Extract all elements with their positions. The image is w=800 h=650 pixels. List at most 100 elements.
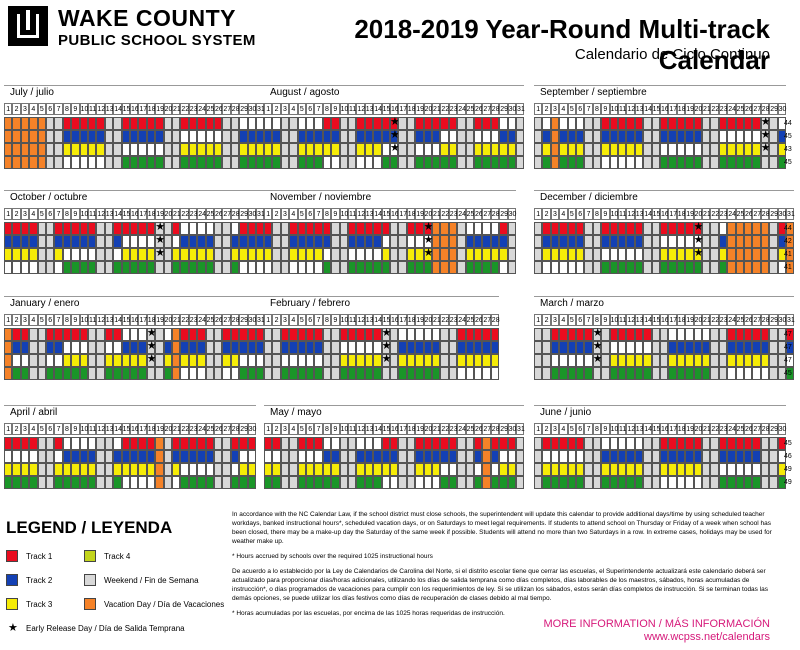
- calendar-day-cell: [398, 156, 407, 169]
- calendar-day-cell: [113, 156, 122, 169]
- calendar-day-cell: [769, 248, 778, 261]
- calendar-day-cell: [373, 341, 382, 354]
- calendar-day-cell: [660, 437, 669, 450]
- calendar-day-cell: [777, 437, 786, 450]
- calendar-day-cell: [331, 463, 340, 476]
- calendar-day-cell: [474, 222, 483, 235]
- calendar-day-cell: [113, 117, 122, 130]
- calendar-day-cell: [364, 261, 374, 274]
- calendar-day-cell: [272, 450, 281, 463]
- calendar-day-cell: [214, 341, 223, 354]
- calendar-day-cell: [710, 463, 719, 476]
- calendar-day-cell: [331, 248, 340, 261]
- calendar-day-cell: [264, 117, 273, 130]
- calendar-day-cell: [718, 463, 728, 476]
- calendar-day-cell: [239, 143, 248, 156]
- calendar-day-cell: [180, 156, 189, 169]
- calendar-day-cell: [718, 117, 728, 130]
- calendar-day-cell: [710, 143, 719, 156]
- calendar-day-cell: [381, 476, 390, 489]
- calendar-day-cell: [62, 367, 72, 380]
- calendar-day-cell: [769, 341, 778, 354]
- calendar-day-cell: [272, 156, 281, 169]
- calendar-day-cell: [482, 130, 491, 143]
- calendar-day-cell: [592, 117, 602, 130]
- calendar-day-cell: [12, 328, 21, 341]
- calendar-day-cell: [550, 248, 560, 261]
- calendar-day-cell: [542, 156, 551, 169]
- calendar-day-cell: [643, 437, 652, 450]
- calendar-day-cell: [490, 222, 500, 235]
- day-number: 17: [138, 103, 147, 115]
- calendar-day-cell: [550, 476, 560, 489]
- calendar-day-cell: [465, 476, 474, 489]
- day-number: 21: [172, 208, 181, 220]
- calendar-day-cell: [88, 130, 97, 143]
- calendar-day-cell: [54, 367, 63, 380]
- calendar-day-cell: [339, 248, 348, 261]
- day-number: 30: [507, 423, 516, 435]
- calendar-day-cell: [155, 261, 164, 274]
- day-number: 4: [29, 208, 38, 220]
- wcpss-logo-icon: [8, 6, 48, 46]
- calendar-day-cell: [37, 117, 46, 130]
- day-number: 31: [516, 103, 525, 115]
- calendar-day-cell: [163, 117, 172, 130]
- day-number: 14: [113, 103, 122, 115]
- calendar-day-cell: [507, 130, 516, 143]
- calendar-day-cell: [415, 463, 424, 476]
- day-number: 10: [339, 208, 348, 220]
- calendar-day-cell: [364, 248, 374, 261]
- day-number: 3: [20, 208, 30, 220]
- calendar-day-cell: [239, 328, 248, 341]
- calendar-day-cell: [584, 476, 593, 489]
- calendar-day-cell: [88, 463, 97, 476]
- calendar-day-cell: [718, 235, 728, 248]
- calendar-day-cell: [364, 341, 374, 354]
- calendar-day-cell: [693, 117, 702, 130]
- calendar-day-cell: [634, 476, 644, 489]
- calendar-day-cell: [180, 341, 189, 354]
- day-number: 15: [381, 423, 390, 435]
- early-release-star-icon: ★: [381, 327, 392, 339]
- calendar-day-cell: [138, 261, 147, 274]
- calendar-day-cell: [289, 156, 298, 169]
- calendar-day-cell: [12, 130, 21, 143]
- early-release-star-icon: ★: [423, 234, 434, 246]
- calendar-day-cell: [567, 328, 576, 341]
- calendar-day-cell: [163, 328, 172, 341]
- calendar-day-cell: [146, 463, 156, 476]
- day-number: 11: [348, 208, 357, 220]
- calendar-day-cell: [289, 341, 298, 354]
- calendar-day-cell: [314, 328, 323, 341]
- calendar-day-cell: [550, 341, 560, 354]
- calendar-day-cell: [576, 222, 585, 235]
- calendar-day-cell: [685, 130, 694, 143]
- calendar-day-cell: [609, 117, 618, 130]
- calendar-day-cell: [88, 341, 97, 354]
- calendar-day-cell: [104, 222, 114, 235]
- calendar-day-cell: [256, 248, 265, 261]
- calendar-day-cell: [626, 367, 635, 380]
- calendar-day-cell: [735, 261, 744, 274]
- calendar-day-cell: [626, 437, 635, 450]
- calendar-day-cell: [314, 367, 323, 380]
- calendar-day-cell: [188, 341, 198, 354]
- calendar-day-cell: [660, 156, 669, 169]
- calendar-day-cell: [752, 341, 761, 354]
- more-info-link[interactable]: www.wcpss.net/calendars: [644, 631, 770, 643]
- calendar-day-cell: [4, 130, 13, 143]
- calendar-day-cell: [339, 354, 348, 367]
- calendar-day-cell: [96, 367, 105, 380]
- day-number: 7: [54, 423, 63, 435]
- calendar-day-cell: [197, 130, 206, 143]
- calendar-day-cell: [440, 341, 449, 354]
- calendar-day-cell: [693, 156, 702, 169]
- calendar-day-cell: [289, 248, 298, 261]
- calendar-day-cell: [618, 261, 627, 274]
- calendar-day-cell: [180, 248, 189, 261]
- calendar-day-cell: [20, 437, 30, 450]
- day-number: 19: [685, 208, 694, 220]
- calendar-day-cell: [239, 117, 248, 130]
- calendar-day-cell: [398, 450, 407, 463]
